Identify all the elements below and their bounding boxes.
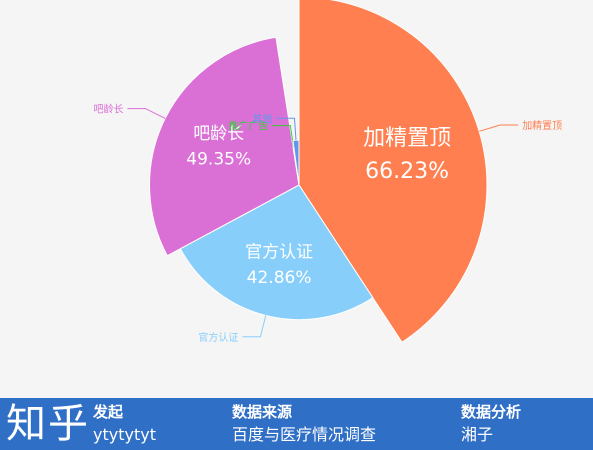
footer-analysis: 数据分析 湘子 bbox=[461, 401, 521, 447]
slice-2-inner-value: 49.35% bbox=[186, 150, 251, 170]
analysis-value: 湘子 bbox=[461, 425, 494, 444]
initiator-heading: 发起 bbox=[93, 403, 124, 421]
footer-source: 数据来源 百度与医疗情况调查 bbox=[232, 401, 376, 447]
analysis-heading: 数据分析 bbox=[461, 403, 522, 421]
slice-2[interactable] bbox=[149, 36, 300, 257]
slice-1-inner-value: 42.86% bbox=[247, 268, 312, 288]
slice-0-inner-value: 66.23% bbox=[365, 159, 449, 184]
slice-2-inner-name: 吧龄长 bbox=[193, 124, 244, 144]
brand-logo[interactable]: 知乎 bbox=[6, 401, 90, 447]
slice-2-outer-label: 吧龄长 bbox=[94, 103, 124, 116]
slice-3-outer-label: 推广广告 bbox=[228, 120, 268, 133]
slice-0-outer-label: 加精置顶 bbox=[522, 119, 562, 132]
footer-bar: 知乎 发起 ytytytyt 数据来源 百度与医疗情况调查 数据分析 湘子 bbox=[0, 398, 593, 450]
slice-4-leader-line bbox=[276, 117, 297, 141]
source-value: 百度与医疗情况调查 bbox=[232, 425, 377, 444]
source-heading: 数据来源 bbox=[232, 403, 293, 421]
slice-1-leader-line bbox=[242, 315, 267, 338]
slice-1-inner-name: 官方认证 bbox=[245, 242, 313, 262]
footer-initiator: 发起 ytytytyt bbox=[93, 401, 156, 447]
slice-4-outer-label: 其他 bbox=[253, 112, 273, 125]
slice-1-outer-label: 官方认证 bbox=[198, 331, 238, 344]
initiator-value: ytytytyt bbox=[93, 425, 156, 444]
rose-pie-chart: 加精置顶 66.23% 加精置顶官方认证 42.86% 官方认证 吧龄长 49.35% 吧龄长… bbox=[94, 0, 562, 344]
slice-0-leader-line bbox=[479, 124, 519, 132]
slice-2-leader-line bbox=[127, 108, 166, 119]
slice-0-inner-name: 加精置顶 bbox=[363, 126, 451, 151]
